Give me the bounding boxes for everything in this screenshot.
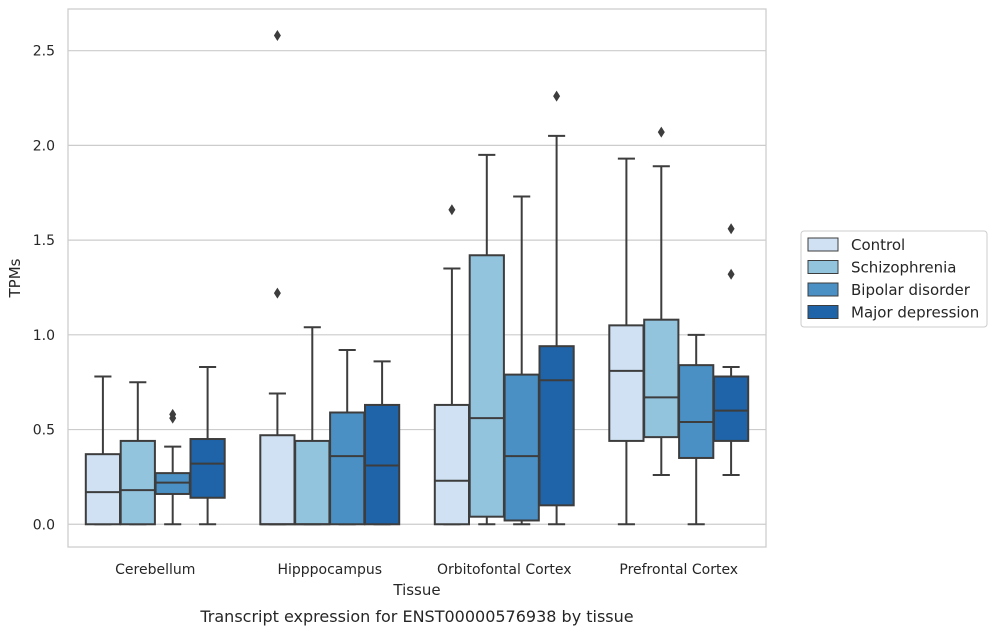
outlier-point [727,268,735,280]
boxes [84,30,750,526]
outlier-point [273,287,281,299]
box-bipolar-disorder [154,408,191,526]
box-control [84,375,122,526]
x-tick-label: Hipppocampus [277,562,382,578]
box-major-depression [189,366,226,526]
outlier-point [553,90,561,102]
box-body [84,453,122,526]
x-tick-label: Orbitofontal Cortex [437,562,572,578]
box-schizophrenia [119,381,156,526]
legend: Control Schizophrenia Bipolar disorder Majo… [800,230,988,328]
legend-swatch [807,305,839,319]
outlier-point [273,30,281,42]
plot-frame [67,8,767,548]
box-body [538,345,575,507]
y-tick-label: 1.0 [33,328,55,344]
box-body [468,254,505,518]
box-body [189,438,226,499]
y-axis-label: TPMs [6,258,24,298]
box-body [119,439,156,526]
y-tick-label: 0.5 [33,423,55,439]
legend-label: Schizophrenia [851,259,956,277]
outlier-point [448,204,456,216]
y-tick-label: 2.5 [33,44,55,60]
outlier-point [657,126,665,138]
x-axis-label: Tissue [392,581,440,599]
box-major-depression [538,90,575,526]
box-body [433,403,471,526]
x-tick-labels: Cerebellum Hipppocampus Orbitofontal Corte… [115,562,738,578]
legend-label: Bipolar disorder [851,281,971,299]
box-schizophrenia [468,153,505,526]
box-body [329,411,366,526]
box-control [608,157,645,526]
y-tick-label: 2.0 [33,138,55,154]
y-tick-label: 1.5 [33,233,55,249]
legend-swatch [807,260,839,274]
outlier-point [169,408,177,420]
box-bipolar-disorder [329,348,366,526]
outlier-point [727,223,735,235]
gridlines [68,50,766,525]
x-tick-label: Cerebellum [115,562,195,578]
x-tick-label: Prefrontal Cortex [619,562,738,578]
chart-caption: Transcript expression for ENST0000057693… [199,607,633,626]
box-body [608,324,645,442]
legend-label: Control [851,236,905,254]
legend-frame [800,230,988,328]
y-tick-labels: 0.0 0.5 1.0 1.5 2.0 2.5 [33,44,55,534]
box-major-depression [363,360,401,526]
box-body [678,364,715,459]
legend-swatch [807,237,839,252]
box-major-depression [712,223,750,477]
box-control [259,30,296,526]
box-body [259,434,296,526]
box-body [294,439,331,526]
box-schizophrenia [294,326,331,526]
legend-label: Major depression [851,304,979,322]
legend-swatch [807,282,839,297]
box-schizophrenia [643,126,680,477]
box-body [643,318,680,439]
box-bipolar-disorder [678,333,715,526]
y-tick-label: 0.0 [33,517,55,533]
box-control [433,204,471,526]
box-body [503,373,540,522]
box-body [712,375,750,442]
box-bipolar-disorder [503,195,540,526]
